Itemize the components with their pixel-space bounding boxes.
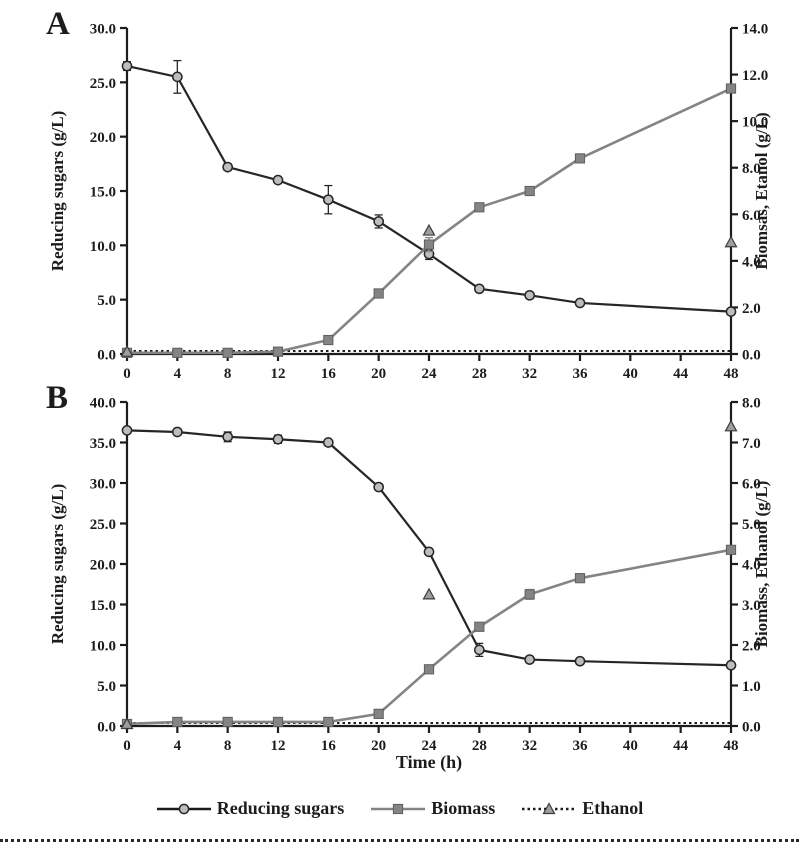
panel-b-letter: B	[46, 380, 69, 416]
svg-text:7.0: 7.0	[742, 436, 761, 452]
svg-text:20: 20	[371, 738, 386, 754]
svg-text:1.0: 1.0	[742, 679, 761, 695]
svg-text:0.0: 0.0	[742, 720, 761, 736]
svg-text:12.0: 12.0	[742, 68, 768, 84]
series-biomass	[121, 544, 737, 730]
biomass-line-square-icon	[371, 803, 426, 814]
svg-text:10.0: 10.0	[90, 639, 116, 655]
svg-text:40: 40	[623, 366, 638, 382]
svg-text:48: 48	[724, 366, 739, 382]
svg-text:25.0: 25.0	[90, 76, 116, 92]
legend-item-biomass: Biomass	[370, 798, 495, 819]
series-reducing-sugars	[121, 425, 737, 671]
svg-text:36: 36	[573, 366, 589, 382]
svg-text:8.0: 8.0	[742, 161, 761, 177]
svg-text:5.0: 5.0	[97, 293, 116, 309]
svg-text:5.0: 5.0	[97, 679, 116, 695]
svg-text:15.0: 15.0	[90, 598, 116, 614]
svg-text:5.0: 5.0	[742, 517, 761, 533]
svg-text:6.0: 6.0	[742, 208, 761, 224]
axis-ticks: 0.0 5.0 10.0 15.0 20.0 25.0 30.0 0.0 2.0 4.0 6.0 8.…	[90, 22, 769, 383]
ethanol-dotted-triangle-icon	[522, 801, 577, 814]
series-biomass	[121, 83, 737, 358]
panel-a-chart: 0.0 5.0 10.0 15.0 20.0 25.0 30.0 0.0 2.0 4.0 6.0 8.…	[90, 22, 769, 383]
svg-text:12: 12	[271, 738, 286, 754]
svg-text:30.0: 30.0	[90, 477, 116, 493]
svg-text:44: 44	[673, 366, 689, 382]
svg-text:20.0: 20.0	[90, 130, 116, 146]
svg-text:40.0: 40.0	[90, 396, 116, 412]
svg-text:0.0: 0.0	[97, 348, 116, 364]
svg-text:0: 0	[123, 366, 131, 382]
svg-text:10.0: 10.0	[742, 115, 768, 131]
svg-text:14.0: 14.0	[742, 22, 768, 38]
svg-text:15.0: 15.0	[90, 185, 116, 201]
svg-text:20: 20	[371, 366, 386, 382]
svg-text:48: 48	[724, 738, 739, 754]
svg-text:44: 44	[673, 738, 689, 754]
legend-item-ethanol: Ethanol	[521, 798, 643, 819]
panel-a-letter: A	[46, 6, 70, 42]
svg-text:24: 24	[422, 738, 438, 754]
svg-text:2.0: 2.0	[742, 639, 761, 655]
series-ethanol	[120, 419, 738, 730]
svg-text:25.0: 25.0	[90, 517, 116, 533]
svg-text:8.0: 8.0	[742, 396, 761, 412]
series-ethanol	[120, 223, 738, 357]
svg-text:0: 0	[123, 738, 131, 754]
svg-text:28: 28	[472, 738, 487, 754]
svg-text:36: 36	[573, 738, 589, 754]
axis-ticks: 0.0 5.0 10.0 15.0 20.0 25.0 30.0 35.0 40.0 0.0 1.0…	[90, 396, 761, 755]
svg-text:32: 32	[522, 366, 537, 382]
svg-text:16: 16	[321, 366, 337, 382]
svg-text:8: 8	[224, 366, 232, 382]
figure-bottom-dotted-border	[0, 839, 799, 842]
svg-text:0.0: 0.0	[742, 348, 761, 364]
panel-a-plot: 0.0 5.0 10.0 15.0 20.0 25.0 30.0 0.0 2.0 4.0 6.0 8.…	[90, 22, 769, 383]
reducing-sugars-line-circle-icon	[156, 803, 211, 814]
x-axis-title: Time (h)	[395, 752, 463, 772]
legend-label: Ethanol	[582, 798, 644, 818]
svg-text:16: 16	[321, 738, 337, 754]
svg-text:4: 4	[174, 366, 182, 382]
svg-text:2.0: 2.0	[742, 301, 761, 317]
svg-text:35.0: 35.0	[90, 436, 116, 452]
series-reducing-sugars	[121, 59, 737, 317]
legend-label: Reducing sugars	[216, 798, 345, 818]
svg-text:4.0: 4.0	[742, 254, 761, 270]
svg-text:4.0: 4.0	[742, 558, 761, 574]
svg-text:30.0: 30.0	[90, 22, 116, 38]
svg-text:40: 40	[623, 738, 638, 754]
panel-b-chart: 0.0 5.0 10.0 15.0 20.0 25.0 30.0 35.0 40.0 0.0 1.0…	[90, 396, 761, 755]
svg-text:20.0: 20.0	[90, 558, 116, 574]
legend-item-reducing-sugars: Reducing sugars	[156, 798, 345, 819]
svg-text:3.0: 3.0	[742, 598, 761, 614]
svg-text:32: 32	[522, 738, 537, 754]
svg-text:28: 28	[472, 366, 487, 382]
svg-text:12: 12	[271, 366, 286, 382]
svg-text:4: 4	[174, 738, 182, 754]
svg-text:0.0: 0.0	[97, 720, 116, 736]
legend-label: Biomass	[431, 798, 496, 818]
svg-text:24: 24	[422, 366, 438, 382]
svg-text:10.0: 10.0	[90, 239, 116, 255]
svg-text:8: 8	[224, 738, 232, 754]
svg-text:6.0: 6.0	[742, 477, 761, 493]
panel-b-plot: 0.0 5.0 10.0 15.0 20.0 25.0 30.0 35.0 40.0 0.0 1.0…	[90, 396, 761, 755]
legend: Reducing sugars Biomass Ethanol	[0, 798, 799, 819]
